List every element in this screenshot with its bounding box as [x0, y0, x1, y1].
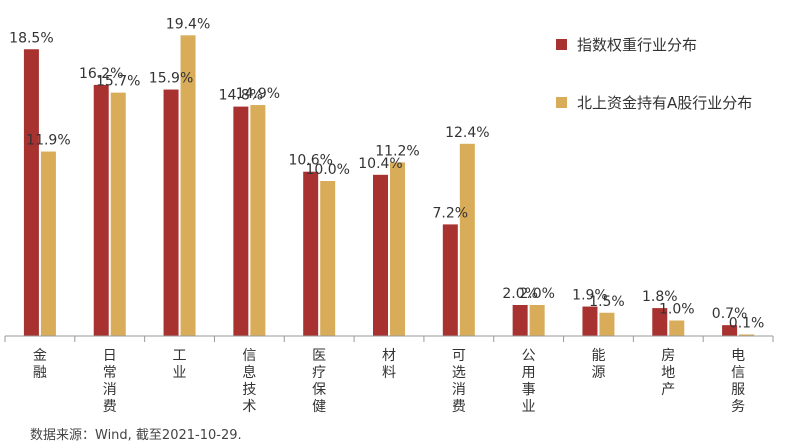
bar-index-weight — [23, 49, 39, 336]
bar-value-label: 7.2% — [433, 205, 469, 221]
category-label-char: 公 — [522, 348, 536, 364]
bar-index-weight — [652, 308, 668, 336]
category-label-char: 费 — [103, 399, 117, 415]
category-label-char: 房 — [661, 348, 675, 364]
bars-layer — [23, 35, 755, 337]
bar-value-label: 1.5% — [589, 294, 625, 310]
bar-value-label: 1.9% — [572, 288, 608, 304]
bar-value-label: 0.7% — [712, 306, 748, 322]
category-label-char: 业 — [522, 399, 536, 415]
category-label-char: 务 — [731, 399, 745, 415]
category-label-char: 材 — [382, 348, 396, 364]
category-label-char: 保 — [312, 382, 326, 398]
bar-northbound — [529, 305, 545, 336]
category-label-char: 可 — [452, 348, 466, 364]
bar-value-label: 19.4% — [166, 16, 210, 32]
category-label-char: 事 — [522, 382, 536, 398]
source-note: 数据来源：Wind, 截至2021-10-29. — [30, 428, 242, 443]
bar-value-label: 10.0% — [305, 162, 349, 178]
legend-label: 指数权重行业分布 — [577, 35, 698, 54]
bar-value-label: 2.0% — [502, 286, 538, 302]
category-label-char: 信 — [242, 348, 256, 364]
bar-northbound — [250, 105, 266, 336]
legend-swatch — [556, 96, 567, 108]
bar-value-label: 18.5% — [9, 30, 53, 46]
bar-index-weight — [303, 171, 319, 336]
category-label-char: 费 — [452, 399, 466, 415]
legend-item-index-weight: 指数权重行业分布 — [556, 32, 752, 56]
category-label-char: 常 — [103, 365, 117, 381]
category-label-char: 疗 — [312, 365, 326, 381]
category-label-char: 工 — [173, 348, 187, 364]
legend-item-northbound: 北上资金持有A股行业分布 — [556, 90, 752, 114]
bar-value-label: 10.6% — [288, 153, 332, 169]
category-label-char: 融 — [33, 365, 47, 381]
bar-value-label: 14.8% — [219, 88, 263, 104]
legend-swatch — [556, 38, 567, 50]
bar-value-label: 10.4% — [358, 156, 402, 172]
bar-northbound — [669, 320, 685, 336]
bar-index-weight — [512, 305, 528, 336]
category-label-char: 源 — [591, 365, 605, 381]
category-label-char: 地 — [661, 365, 675, 381]
bar-value-label: 11.2% — [375, 143, 419, 159]
bar-index-weight — [582, 306, 598, 336]
bar-northbound — [320, 181, 336, 336]
bar-value-label: 11.9% — [26, 133, 70, 149]
bar-value-label: 16.2% — [79, 66, 123, 82]
bar-value-label: 15.7% — [96, 74, 140, 90]
bar-value-label: 15.9% — [149, 71, 193, 87]
bar-value-label: 12.4% — [445, 125, 489, 141]
category-label-char: 术 — [242, 399, 256, 415]
category-label-char: 选 — [452, 365, 466, 381]
x-ticks-layer — [4, 336, 774, 342]
bar-value-label: 1.0% — [659, 302, 695, 318]
bar-value-label: 0.1% — [729, 315, 765, 331]
bar-value-label: 1.8% — [642, 289, 678, 305]
category-label-char: 业 — [173, 365, 187, 381]
legend: 指数权重行业分布 北上资金持有A股行业分布 — [556, 32, 752, 148]
bar-northbound — [40, 151, 56, 336]
bar-northbound — [390, 162, 405, 336]
category-label-char: 日 — [103, 348, 117, 364]
category-label-char: 电 — [731, 348, 745, 364]
category-label-char: 能 — [591, 348, 605, 364]
category-label-char: 服 — [731, 382, 745, 398]
category-label-char: 信 — [731, 365, 745, 381]
category-label-char: 健 — [312, 399, 326, 415]
legend-label: 北上资金持有A股行业分布 — [577, 93, 753, 112]
category-label-char: 医 — [312, 348, 326, 364]
bar-value-label: 2.0% — [519, 286, 555, 302]
category-label-char: 产 — [661, 382, 675, 398]
category-label-char: 技 — [242, 382, 256, 398]
bar-index-weight — [233, 106, 249, 336]
bar-index-weight — [373, 174, 388, 336]
bar-index-weight — [93, 84, 109, 337]
bar-northbound — [110, 92, 126, 337]
bar-index-weight — [442, 224, 458, 336]
bar-index-weight — [722, 325, 738, 336]
category-label-char: 息 — [242, 364, 256, 381]
bar-value-label: 14.9% — [236, 86, 280, 102]
bar-northbound — [459, 143, 475, 336]
value-labels-layer: 18.5% 11.9% 16.2%15.7% 15.9% 19.4% 14.8%14.9%… — [9, 16, 764, 331]
category-label-char: 料 — [382, 365, 396, 381]
category-label-char: 消 — [103, 382, 117, 398]
bar-northbound — [599, 312, 615, 336]
category-label-char: 用 — [522, 365, 536, 381]
bar-northbound — [739, 334, 755, 336]
category-label-char: 金 — [33, 348, 47, 364]
bar-index-weight — [163, 89, 179, 336]
bar-northbound — [180, 35, 196, 337]
category-label-char: 消 — [452, 382, 466, 398]
